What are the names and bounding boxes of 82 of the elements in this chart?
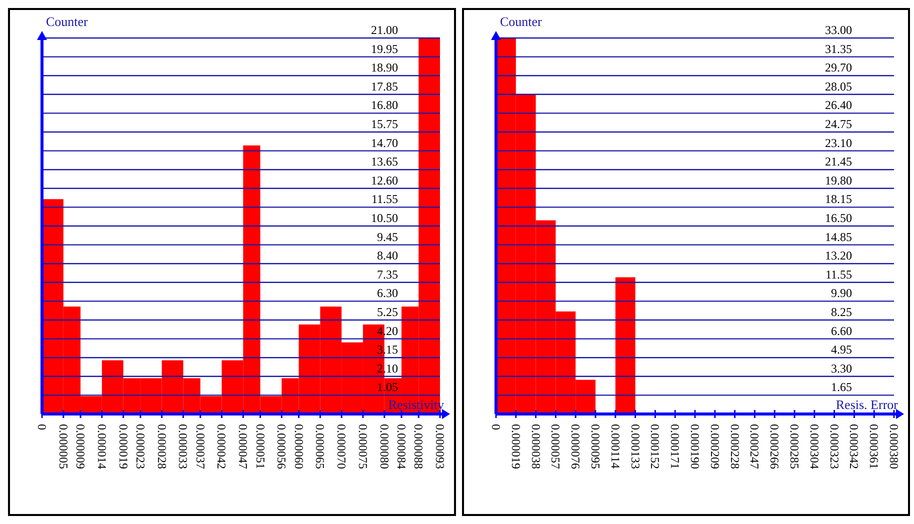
x-axis-title: Resis. Error [836, 397, 899, 412]
x-tick-label: 0.000266 [768, 424, 782, 469]
y-tick-label: 31.35 [825, 42, 852, 56]
x-tick-label: 0.000133 [628, 424, 642, 469]
x-tick-label: 0.000070 [334, 424, 349, 469]
y-tick-label: 8.25 [831, 305, 852, 319]
y-tick-label: 11.55 [371, 192, 398, 206]
y-tick-label: 5.25 [377, 305, 398, 319]
y-axis-title: Counter [500, 14, 543, 29]
x-tick-label: 0.000065 [313, 424, 328, 469]
x-tick-label: 0.000056 [274, 424, 289, 469]
x-tick-label: 0.000042 [214, 424, 229, 469]
y-tick-label: 19.95 [371, 42, 398, 56]
x-tick-label: 0.000051 [253, 424, 268, 469]
y-tick-label: 24.75 [825, 117, 852, 131]
x-tick-label: 0.000093 [433, 424, 447, 469]
y-tick-label: 21.00 [371, 23, 398, 37]
y-tick-label: 29.70 [825, 60, 852, 75]
x-tick-label: 0 [489, 424, 503, 430]
y-tick-label: 18.15 [825, 192, 852, 206]
y-tick-label: 16.80 [371, 98, 398, 112]
x-tick-label: 0.000076 [568, 424, 583, 469]
y-tick-label: 19.80 [825, 173, 852, 188]
y-tick-label: 11.55 [825, 267, 852, 282]
x-tick-label: 0.000080 [377, 424, 392, 469]
y-tick-label: 1.05 [377, 380, 398, 394]
x-tick-label: 0.000075 [356, 424, 370, 469]
y-tick-label: 26.40 [825, 98, 852, 112]
y-tick-label: 21.45 [825, 154, 852, 169]
y-tick-label: 1.65 [831, 380, 852, 394]
x-tick-label: 0.000380 [887, 424, 901, 469]
x-tick-label: 0.000152 [648, 424, 662, 469]
y-tick-label: 12.60 [371, 173, 398, 188]
y-axis-title: Counter [46, 14, 89, 29]
x-tick-label: 0.000323 [827, 424, 842, 469]
x-tick-label: 0.000190 [688, 424, 702, 469]
x-tick-label: 0.000009 [74, 424, 88, 469]
x-tick-label: 0.000084 [394, 424, 408, 469]
y-tick-label: 8.40 [377, 248, 398, 263]
x-tick-label: 0.000247 [748, 424, 762, 469]
x-tick-label: 0.000114 [608, 424, 622, 469]
y-tick-label: 10.50 [371, 211, 398, 225]
x-tick-label: 0.000228 [728, 424, 742, 469]
y-tick-label: 16.50 [825, 211, 852, 225]
x-tick-label: 0.000285 [788, 424, 802, 469]
y-tick-label: 17.85 [371, 79, 398, 94]
x-tick-label: 0.000088 [412, 424, 426, 469]
x-tick-label: 0.000005 [56, 424, 70, 469]
y-tick-label: 13.65 [371, 154, 398, 169]
x-tick-label: 0.000047 [236, 424, 250, 469]
x-tick-label: 0.000019 [116, 424, 130, 469]
x-tick-label: 0.000342 [847, 424, 862, 469]
y-tick-label: 4.95 [831, 342, 852, 357]
y-tick-label: 28.05 [825, 79, 852, 94]
y-tick-label: 3.30 [831, 361, 852, 376]
y-tick-label: 18.90 [371, 60, 398, 75]
x-tick-label: 0.000037 [193, 424, 208, 469]
x-tick-label: 0.000023 [133, 424, 148, 469]
y-tick-label: 13.20 [825, 248, 852, 263]
x-tick-label: 0.000033 [176, 424, 190, 469]
x-tick-label: 0.000361 [867, 424, 882, 469]
y-tick-label: 33.00 [825, 23, 852, 37]
y-tick-label: 15.75 [371, 117, 398, 131]
y-tick-label: 9.45 [377, 230, 398, 244]
x-tick-label: 0.000019 [508, 424, 523, 469]
y-tick-label: 14.70 [371, 136, 398, 150]
x-tick-label: 0.000028 [154, 424, 169, 469]
y-tick-label: 6.60 [831, 324, 852, 338]
y-tick-label: 14.85 [825, 230, 852, 244]
x-tick-label: 0 [35, 424, 49, 430]
x-tick-label: 0.000304 [807, 424, 822, 469]
y-tick-label: 23.10 [825, 136, 852, 150]
x-tick-label: 0.000038 [528, 424, 543, 469]
x-tick-label: 0.000209 [708, 424, 722, 469]
x-tick-label: 0.000014 [94, 424, 109, 469]
x-tick-label: 0.000060 [292, 424, 306, 469]
x-tick-label: 0.000057 [548, 424, 563, 469]
y-tick-label: 7.35 [377, 267, 398, 282]
x-tick-label: 0.000095 [588, 424, 602, 469]
x-tick-label: 0.000171 [668, 424, 682, 469]
y-tick-label: 6.30 [377, 286, 398, 300]
y-tick-label: 9.90 [831, 286, 852, 300]
